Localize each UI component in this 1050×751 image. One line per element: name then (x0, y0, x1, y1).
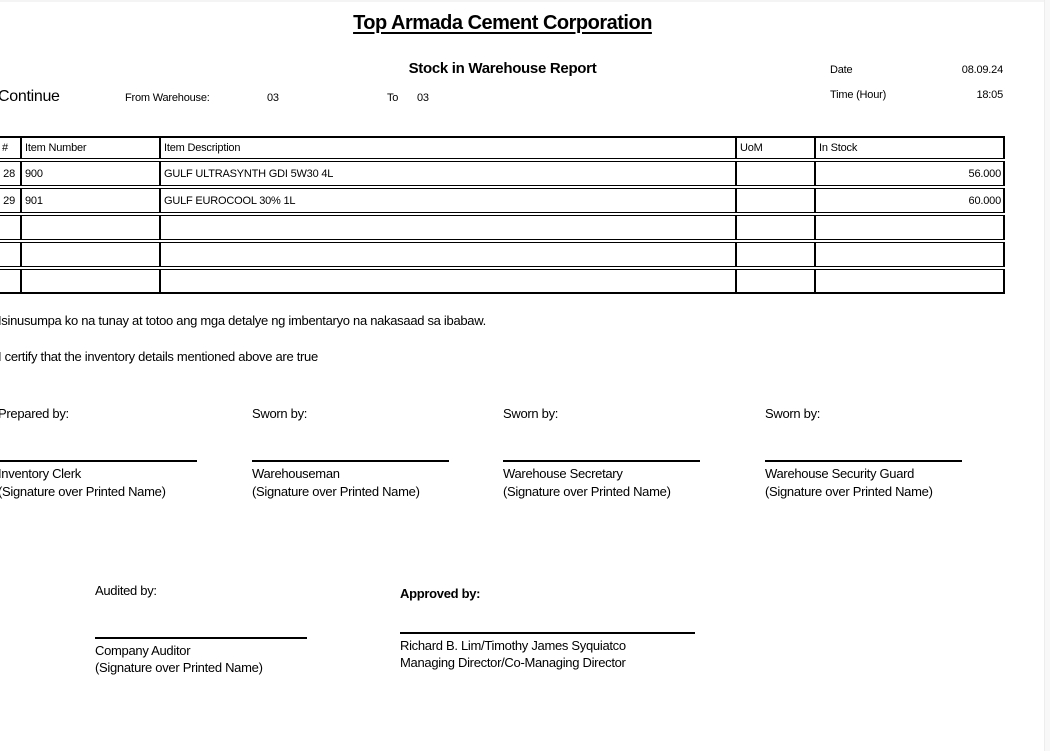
signature-label: Approved by: (400, 586, 481, 601)
signature-line (0, 460, 197, 462)
cell-uom (736, 215, 815, 240)
continue-label: Continue (0, 88, 60, 105)
from-warehouse-value: 03 (267, 92, 279, 104)
cell-row-number (0, 242, 21, 267)
signature-label: Sworn by: (252, 406, 308, 421)
cell-item-number (21, 242, 160, 267)
header-cell-uom: UoM (736, 136, 815, 159)
signature-block-sworn-by-3: Sworn by: Warehouse Security Guard (Sign… (765, 406, 1010, 516)
table-row (0, 242, 1005, 267)
cell-item-number: 901 (21, 188, 160, 213)
signature-label: Audited by: (95, 583, 157, 598)
date-value: 08.09.24 (961, 64, 1003, 76)
cell-in-stock: 56.000 (815, 161, 1005, 186)
statement-tagalog: Isinusumpa ko na tunay at totoo ang mga … (0, 313, 486, 328)
report-title: Stock in Warehouse Report (408, 60, 597, 77)
signature-note: Managing Director/Co-Managing Director (400, 655, 626, 670)
cell-in-stock: 60.000 (815, 188, 1005, 213)
page-title: Top Armada Cement Corporation (353, 12, 652, 34)
signature-label: Prepared by: (0, 406, 69, 421)
to-value: 03 (417, 92, 429, 104)
signature-note: (Signature over Printed Name) (503, 484, 671, 499)
signature-block-sworn-by-1: Sworn by: Warehouseman (Signature over P… (252, 406, 497, 516)
page-right-edge (1044, 0, 1050, 751)
table-row (0, 269, 1005, 294)
table-row: 29 901 GULF EUROCOOL 30% 1L 60.000 (0, 188, 1005, 213)
cell-item-description (160, 215, 736, 240)
signature-line (252, 460, 449, 462)
cell-item-number (21, 215, 160, 240)
signature-line (400, 632, 695, 634)
statement-english: I certify that the inventory details men… (0, 349, 318, 364)
header-cell-number: # (0, 136, 21, 159)
signature-name: Warehouse Security Guard (765, 466, 915, 481)
cell-row-number: 28 (0, 161, 21, 186)
to-label: To (387, 92, 399, 104)
table-row: 28 900 GULF ULTRASYNTH GDI 5W30 4L 56.00… (0, 161, 1005, 186)
cell-in-stock (815, 215, 1005, 240)
cell-item-number (21, 269, 160, 294)
cell-row-number (0, 269, 21, 294)
date-label: Date (830, 64, 853, 76)
signature-block-approved-by: Approved by: Richard B. Lim/Timothy Jame… (400, 586, 710, 696)
signature-label: Sworn by: (765, 406, 821, 421)
cell-item-description: GULF EUROCOOL 30% 1L (160, 188, 736, 213)
header-cell-item-number: Item Number (21, 136, 160, 159)
signature-line (95, 637, 307, 639)
signature-note: (Signature over Printed Name) (95, 660, 263, 675)
signature-block-sworn-by-2: Sworn by: Warehouse Secretary (Signature… (503, 406, 748, 516)
table-row (0, 215, 1005, 240)
signature-name: Warehouseman (252, 466, 340, 481)
cell-uom (736, 188, 815, 213)
signature-line (765, 460, 962, 462)
cell-uom (736, 242, 815, 267)
cell-uom (736, 161, 815, 186)
cell-item-description: GULF ULTRASYNTH GDI 5W30 4L (160, 161, 736, 186)
signature-name: Inventory Clerk (0, 466, 81, 481)
signature-name: Warehouse Secretary (503, 466, 623, 481)
signature-name: Richard B. Lim/Timothy James Syquiatco (400, 638, 626, 653)
cell-row-number: 29 (0, 188, 21, 213)
cell-in-stock (815, 242, 1005, 267)
time-label: Time (Hour) (830, 89, 887, 101)
signature-line (503, 460, 700, 462)
cell-item-description (160, 269, 736, 294)
from-warehouse-label: From Warehouse: (125, 92, 210, 104)
time-value: 18:05 (976, 89, 1003, 101)
signature-block-audited-by: Audited by: Company Auditor (Signature o… (95, 583, 340, 693)
cell-item-description (160, 242, 736, 267)
page-top-edge (0, 0, 1050, 2)
cell-item-number: 900 (21, 161, 160, 186)
signature-note: (Signature over Printed Name) (0, 484, 166, 499)
cell-row-number (0, 215, 21, 240)
stock-table: # Item Number Item Description UoM In St… (0, 136, 1005, 296)
header-cell-in-stock: In Stock (815, 136, 1005, 159)
header-cell-description: Item Description (160, 136, 736, 159)
cell-in-stock (815, 269, 1005, 294)
cell-uom (736, 269, 815, 294)
signature-block-prepared-by: Prepared by: Inventory Clerk (Signature … (0, 406, 243, 516)
signature-label: Sworn by: (503, 406, 559, 421)
signature-name: Company Auditor (95, 643, 191, 658)
signature-note: (Signature over Printed Name) (765, 484, 933, 499)
signature-note: (Signature over Printed Name) (252, 484, 420, 499)
table-header-row: # Item Number Item Description UoM In St… (0, 136, 1005, 159)
